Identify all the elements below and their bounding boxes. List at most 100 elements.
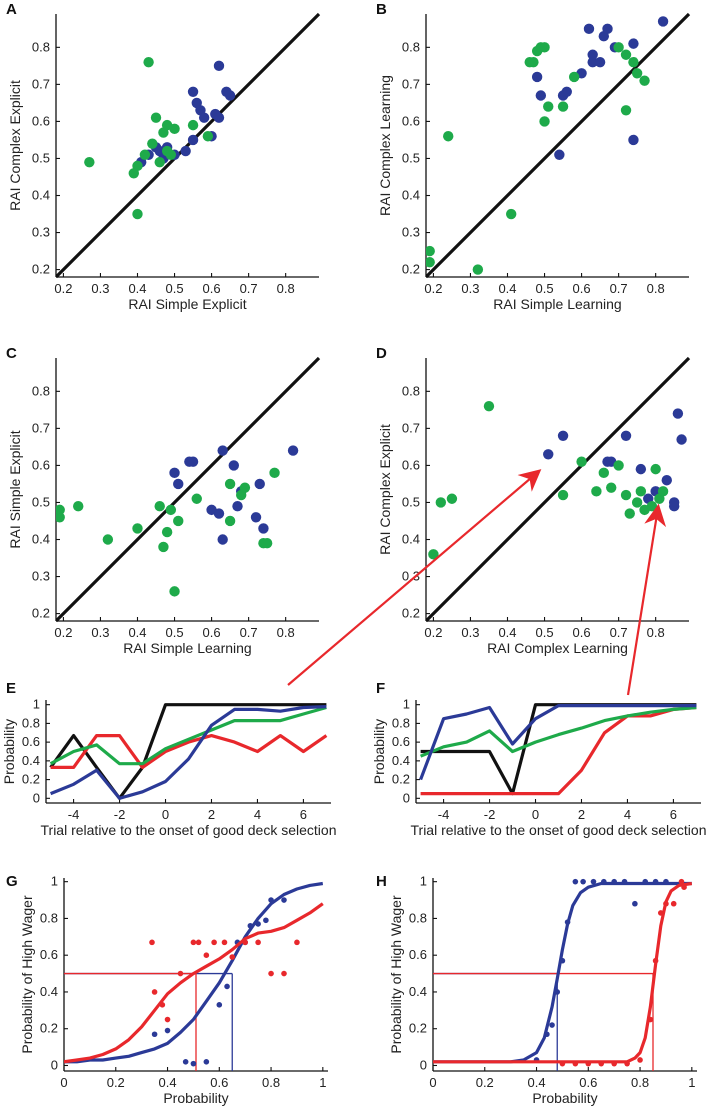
- blue-data-point: [258, 523, 269, 534]
- x-tick-label: 6: [670, 807, 677, 822]
- blue-data-point: [544, 1031, 550, 1038]
- y-tick-label: 0.7: [402, 420, 420, 435]
- green-data-point: [528, 56, 539, 68]
- green-data-point: [557, 101, 569, 112]
- x-tick-label: 0: [162, 807, 169, 822]
- green-data-point: [576, 456, 587, 467]
- blue-data-point: [549, 1022, 555, 1028]
- x-tick-label: 0.4: [158, 1075, 176, 1090]
- identity-line: [56, 12, 321, 279]
- y-tick-label: 0.4: [402, 532, 420, 547]
- blue-data-point: [668, 500, 680, 512]
- blue-data-point: [621, 878, 628, 885]
- blue-data-point: [663, 878, 669, 885]
- blue-data-point: [561, 86, 572, 97]
- plot-area: [433, 878, 693, 1071]
- red-data-point: [572, 1060, 579, 1067]
- green-data-point: [591, 486, 602, 497]
- red-data-point: [647, 1016, 654, 1023]
- x-tick-label: 0.6: [579, 1075, 597, 1090]
- blue-data-point: [151, 1031, 158, 1038]
- green-data-point: [187, 119, 199, 131]
- x-axis-label: Trial relative to the onset of good deck…: [41, 822, 337, 838]
- green-data-point: [426, 256, 435, 268]
- blue-data-point: [263, 917, 269, 924]
- panel-letter: A: [6, 1, 17, 18]
- red-data-point: [637, 1057, 643, 1063]
- blue-data-point: [642, 878, 649, 885]
- green-data-point: [132, 160, 143, 172]
- y-tick-label: 0.6: [32, 457, 50, 472]
- y-tick-label: 0.4: [409, 984, 427, 999]
- blue-data-point: [254, 478, 265, 490]
- y-tick-label: 0.8: [40, 910, 58, 925]
- x-tick-label: 0.6: [573, 625, 591, 640]
- arrows-layer: [287, 469, 667, 696]
- green-data-point: [557, 489, 569, 501]
- plot-area: [64, 881, 324, 1071]
- blue-data-point: [217, 445, 228, 456]
- panel-d: D 0.2 0.3 0.4 0.5 0.6 0.7 0.8 0.2 0.3 0.4 0.5 0.6 0.7…: [376, 345, 691, 656]
- x-tick-label: 0.6: [210, 1075, 228, 1090]
- panel-letter: D: [376, 345, 387, 362]
- red-data-point: [678, 878, 685, 885]
- green-data-point: [639, 75, 650, 86]
- panel-letter: B: [376, 1, 387, 18]
- y-tick-label: 0.6: [32, 113, 50, 128]
- blue-data-point: [635, 463, 647, 475]
- arrow-f-to-d: [626, 503, 667, 696]
- green-data-point: [472, 264, 484, 275]
- x-tick-label: 6: [300, 807, 307, 822]
- y-tick-label: 0.2: [32, 262, 50, 277]
- green-data-point: [613, 42, 624, 53]
- y-tick-label: 0.6: [392, 734, 410, 749]
- panel-f: F -4 -2 0 2 4 6 0 0.2 0.4 0.6 0.8 1 Trial relative to…: [371, 680, 706, 838]
- y-tick-label: 0.2: [402, 606, 420, 621]
- panel-a: A 0.2 0.3 0.4 0.5 0.6 0.7 0.8 0.2 0.3 0.4 0.5 0.6 0.7…: [6, 1, 321, 312]
- red-data-point: [281, 970, 287, 977]
- y-tick-label: 0.4: [22, 753, 40, 768]
- green-data-point: [161, 119, 173, 131]
- red-data-point: [177, 970, 184, 977]
- green-data-point: [568, 71, 580, 83]
- y-tick-label: 0.4: [402, 188, 420, 203]
- y-tick-label: 0.8: [392, 715, 410, 730]
- y-tick-label: 0: [403, 790, 410, 805]
- x-axis-label: RAI Simple Explicit: [128, 296, 246, 312]
- red-data-point: [657, 910, 664, 916]
- red-data-point: [268, 970, 274, 977]
- y-tick-label: 0.6: [40, 947, 58, 962]
- green-data-point: [635, 486, 647, 497]
- y-tick-label: 0: [51, 1057, 58, 1072]
- y-tick-label: 0.6: [402, 113, 420, 128]
- green-data-point: [132, 523, 143, 534]
- green-data-point: [161, 526, 173, 538]
- x-tick-label: -4: [68, 807, 80, 822]
- x-axis-label: RAI Complex Learning: [487, 640, 628, 656]
- green-data-point: [154, 500, 165, 512]
- y-axis-label: Probability of High Wager: [19, 895, 35, 1054]
- y-tick-label: 0.5: [402, 494, 420, 509]
- y-tick-label: 0.2: [32, 606, 50, 621]
- x-tick-label: 0.2: [424, 625, 442, 640]
- x-tick-label: 0.6: [203, 281, 221, 296]
- y-tick-label: 0.8: [32, 383, 50, 398]
- red-data-point: [203, 952, 210, 958]
- blue-data-point: [661, 475, 672, 486]
- blue-data-point: [180, 145, 191, 157]
- x-tick-label: 0.4: [128, 281, 146, 296]
- x-axis-label: RAI Simple Learning: [123, 640, 251, 656]
- y-tick-label: 0.7: [32, 420, 50, 435]
- green-data-point: [269, 467, 280, 479]
- y-tick-label: 0.6: [22, 734, 40, 749]
- x-tick-label: -2: [114, 807, 126, 822]
- green-data-point: [428, 549, 439, 560]
- plot-area: [426, 12, 691, 279]
- panel-c: C 0.2 0.3 0.4 0.5 0.6 0.7 0.8 0.2 0.3 0.4 0.5 0.6 0.7…: [6, 345, 321, 656]
- x-tick-label: 0.6: [573, 281, 591, 296]
- plot-area: [419, 703, 697, 796]
- red-data-point: [151, 989, 158, 995]
- blue-data-point: [190, 1060, 197, 1067]
- blue-data-point: [676, 434, 687, 445]
- x-tick-label: 0: [532, 807, 539, 822]
